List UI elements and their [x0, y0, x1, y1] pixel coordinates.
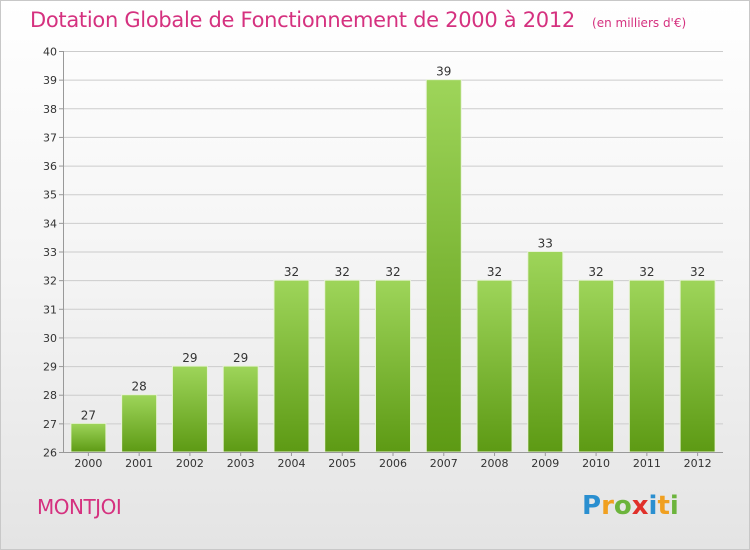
data-label: 29	[182, 351, 197, 365]
bar-2012	[679, 279, 716, 453]
chart-title-block: Dotation Globale de Fonctionnement de 20…	[30, 8, 686, 32]
logo-letter: r	[601, 491, 614, 521]
data-label: 39	[436, 65, 451, 79]
bar-2009	[527, 251, 564, 453]
y-tick-label: 35	[43, 189, 57, 202]
x-tick-label: 2004	[277, 457, 305, 470]
chart-subtitle: (en milliers d'€)	[592, 16, 687, 30]
chart-title: Dotation Globale de Fonctionnement de 20…	[30, 8, 575, 32]
logo-letter: t	[657, 491, 670, 521]
y-tick-label: 30	[43, 332, 57, 345]
bar-2011	[628, 279, 665, 453]
bars	[70, 79, 716, 453]
logo-letter: x	[631, 491, 649, 521]
x-tick-label: 2002	[176, 457, 204, 470]
x-tick-label: 2011	[633, 457, 661, 470]
logo-letter: i	[669, 491, 679, 521]
data-label: 32	[639, 265, 654, 279]
bar-2006	[375, 279, 411, 453]
data-label: 32	[335, 265, 350, 279]
x-tick-label: 2012	[684, 457, 712, 470]
data-label: 32	[385, 265, 400, 279]
y-tick-label: 38	[43, 103, 57, 116]
data-label: 29	[233, 351, 248, 365]
y-tick-label: 28	[43, 389, 57, 402]
data-label: 28	[132, 380, 147, 394]
bar-2000	[70, 422, 107, 453]
data-label: 32	[588, 265, 603, 279]
data-label: 32	[284, 265, 299, 279]
labels: 26 27 28 29 30 31 32 33 34 35 36 37 38 39 40 27 2000 28 20…	[43, 46, 712, 471]
x-tick-label: 2008	[481, 457, 509, 470]
y-tick-label: 40	[43, 46, 57, 59]
bar-2005	[324, 279, 361, 453]
bar-2002	[171, 365, 208, 453]
y-tick-label: 37	[43, 131, 57, 144]
logo-letter: P	[582, 491, 602, 521]
y-tick-label: 33	[43, 246, 57, 259]
y-tick-label: 39	[43, 74, 57, 87]
x-tick-label: 2005	[328, 457, 356, 470]
logo-letter: i	[648, 491, 658, 521]
logo-letter: o	[613, 491, 632, 521]
data-label: 33	[538, 237, 553, 251]
y-tick-label: 36	[43, 160, 57, 173]
x-tick-label: 2001	[125, 457, 153, 470]
x-tick-label: 2006	[379, 457, 407, 470]
y-tick-label: 32	[43, 275, 57, 288]
y-tick-label: 26	[43, 447, 57, 460]
bar-2008	[476, 279, 513, 453]
y-tick-label: 29	[43, 361, 57, 374]
y-tick-label: 27	[43, 418, 57, 431]
x-tick-label: 2000	[74, 457, 102, 470]
x-tick-label: 2009	[531, 457, 559, 470]
data-label: 32	[690, 265, 705, 279]
x-tick-label: 2010	[582, 457, 610, 470]
bar-2003	[222, 365, 259, 453]
axes	[59, 51, 723, 456]
y-tick-label: 31	[43, 303, 57, 316]
data-label: 27	[81, 408, 96, 422]
x-tick-label: 2007	[430, 457, 458, 470]
bar-2001	[121, 394, 158, 453]
bar-2004	[273, 279, 310, 453]
data-label: 32	[487, 265, 502, 279]
bar-2010	[578, 279, 615, 453]
bar-2007	[425, 79, 462, 453]
x-tick-label: 2003	[227, 457, 255, 470]
y-tick-label: 34	[43, 217, 57, 230]
commune-name: MONTJOI	[37, 495, 122, 519]
proxiti-logo: Proxiti	[582, 491, 679, 521]
